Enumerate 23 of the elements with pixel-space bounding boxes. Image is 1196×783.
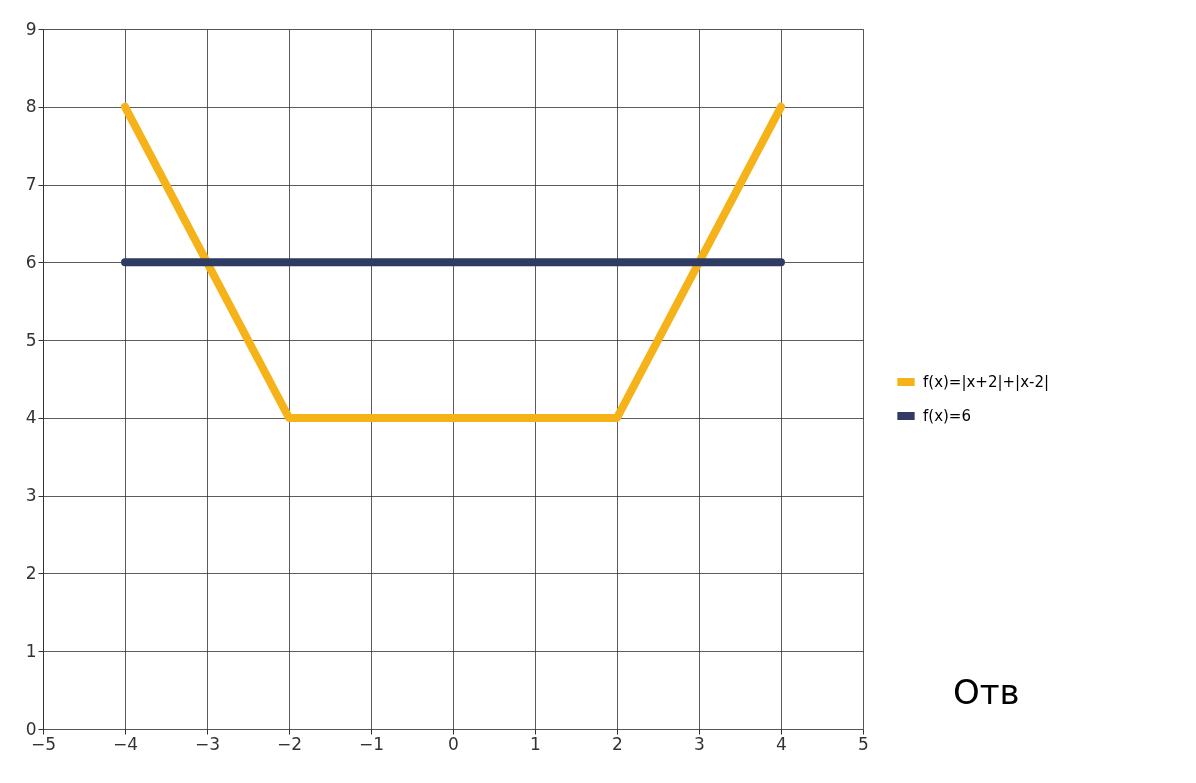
y-tick-label: 0	[25, 718, 37, 739]
y-tick-label: 8	[25, 96, 37, 117]
x-tick-label: −4	[112, 733, 139, 754]
x-tick-label: −3	[194, 733, 221, 754]
x-tick-label: 3	[694, 733, 705, 754]
x-tick-label: −1	[358, 733, 385, 754]
y-tick-label: 2	[25, 562, 37, 583]
y-tick-label: 5	[25, 329, 37, 350]
y-tick-label: 4	[25, 407, 37, 428]
y-tick-label: 1	[25, 640, 37, 661]
x-tick-label: 1	[530, 733, 541, 754]
text: Отв	[953, 672, 1020, 712]
x-tick-label: 4	[776, 733, 787, 754]
x-tick-label: 0	[448, 733, 459, 754]
y-tick-label: 7	[25, 174, 37, 195]
x-tick-label: 5	[858, 733, 869, 754]
y-tick-label: 6	[25, 251, 37, 272]
x-tick-label: 2	[612, 733, 623, 754]
y-tick-label: 3	[25, 485, 37, 506]
legend-label: f(x)=|x+2|+|x-2|	[923, 373, 1050, 391]
y-tick-label: 9	[25, 18, 37, 39]
legend-label: f(x)=6	[923, 407, 971, 425]
x-tick-label: −2	[276, 733, 303, 754]
